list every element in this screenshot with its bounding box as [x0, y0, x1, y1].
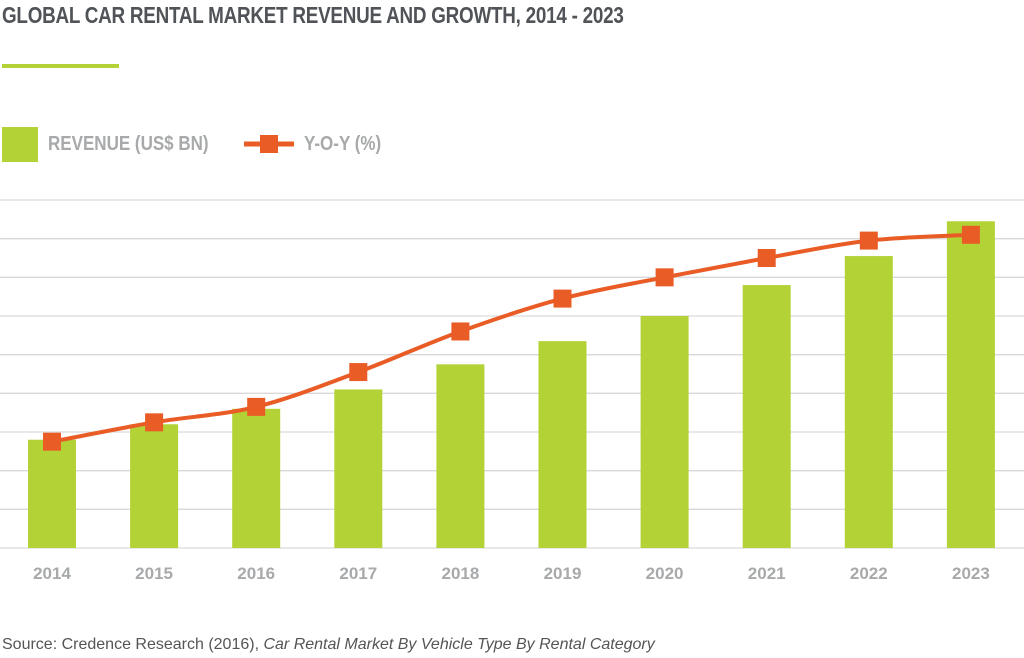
point-yoy-2018: [451, 322, 470, 341]
x-tick-label: 2017: [339, 564, 377, 583]
point-yoy-2020: [655, 268, 674, 287]
point-yoy-2015: [145, 413, 164, 432]
point-yoy-2021: [757, 249, 776, 267]
x-tick-label: 2016: [237, 564, 275, 583]
title-accent-bar: [2, 64, 119, 68]
point-yoy-2016: [247, 397, 266, 416]
bar-revenue-2014: [28, 439, 76, 548]
line-yoy: [51, 232, 972, 444]
x-tick-label: 2018: [441, 564, 479, 583]
x-tick-label: 2015: [135, 564, 173, 583]
bar-revenue-2020: [640, 316, 689, 548]
x-tick-label: 2021: [748, 564, 786, 583]
bar-revenue-2015: [130, 424, 179, 548]
x-tick-label: 2019: [544, 564, 582, 583]
bar-revenue-2021: [742, 285, 791, 548]
point-yoy-2019: [553, 289, 572, 308]
chart-title: GLOBAL CAR RENTAL MARKET REVENUE AND GRO…: [2, 2, 624, 28]
point-yoy-2023: [961, 225, 980, 244]
point-yoy-2022: [859, 231, 878, 250]
bar-revenue-2016: [232, 408, 281, 548]
bar-revenue-2019: [538, 341, 587, 548]
legend-swatch-yoy: [244, 135, 294, 153]
x-tick-label: 2023: [952, 564, 990, 583]
bar-revenue-2022: [844, 256, 893, 548]
source-note: Source: Credence Research (2016), Car Re…: [2, 636, 655, 654]
source-prefix: Source: Credence Research (2016),: [2, 636, 264, 653]
bar-revenue-2017: [334, 389, 383, 548]
source-title: Car Rental Market By Vehicle Type By Ren…: [263, 636, 655, 653]
x-tick-label: 2022: [850, 564, 888, 583]
x-tick-label: 2020: [646, 564, 684, 583]
bar-revenue-2018: [436, 364, 485, 548]
x-tick-label: 2014: [33, 564, 71, 583]
legend-label-revenue: REVENUE (US$ BN): [48, 132, 209, 155]
chart-plot: 2014 2015 2016 2017 2018 2019 2020 2021 2022 2023: [0, 199, 1024, 583]
legend-swatch-revenue: [2, 126, 38, 162]
point-yoy-2014: [43, 432, 61, 451]
legend-label-yoy: Y-O-Y (%): [304, 132, 382, 155]
legend: REVENUE (US$ BN) Y-O-Y (%): [2, 126, 395, 162]
bar-revenue-2023: [946, 221, 995, 548]
point-yoy-2017: [349, 363, 368, 382]
